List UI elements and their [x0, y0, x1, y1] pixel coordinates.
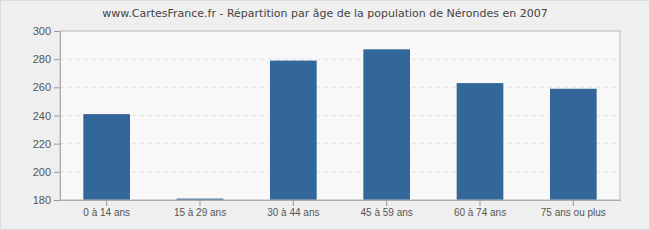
tick-mark — [54, 116, 60, 117]
plot: 180 200 220 240 260 280 300 0 à 14 ans 15 à 29 a… — [33, 25, 621, 218]
tick-mark — [54, 144, 60, 145]
grid — [60, 31, 620, 200]
tick-label: 0 à 14 ans — [83, 207, 130, 218]
tick-mark — [480, 200, 481, 206]
tick-mark — [293, 200, 294, 206]
tick-label: 15 à 29 ans — [174, 207, 226, 218]
bar — [457, 83, 504, 200]
x-tick: 75 ans ou plus — [541, 200, 606, 218]
background — [1, 1, 650, 230]
y-tick: 260 — [33, 81, 60, 93]
tick-label: 280 — [33, 53, 51, 65]
bars — [83, 49, 596, 200]
x-tick: 60 à 74 ans — [454, 200, 506, 218]
y-tick: 280 — [33, 53, 60, 65]
tick-label: 75 ans ou plus — [541, 207, 606, 218]
x-axis: 0 à 14 ans 15 à 29 ans 30 à 44 ans 45 à 59 … — [61, 200, 621, 218]
grid-line — [60, 115, 620, 116]
y-tick: 180 — [33, 194, 60, 206]
plot-frame — [60, 31, 620, 200]
tick-label: 45 à 59 ans — [361, 207, 413, 218]
y-tick: 300 — [33, 25, 60, 37]
y-tick: 240 — [33, 110, 60, 122]
tick-mark — [573, 200, 574, 206]
tick-label: 220 — [33, 138, 51, 150]
plot-area — [60, 31, 620, 200]
y-axis: 180 200 220 240 260 280 300 — [33, 25, 61, 206]
chart: www.CartesFrance.fr - Répartition par âg… — [0, 0, 650, 230]
tick-label: 60 à 74 ans — [454, 207, 506, 218]
grid-line — [60, 171, 620, 172]
tick-label: 30 à 44 ans — [267, 207, 319, 218]
x-tick: 45 à 59 ans — [361, 200, 413, 218]
tick-mark — [200, 200, 201, 206]
tick-mark — [54, 172, 60, 173]
bar — [363, 49, 410, 200]
tick-label: 260 — [33, 81, 51, 93]
tick-label: 180 — [33, 194, 51, 206]
grid-line — [60, 59, 620, 60]
bar — [550, 89, 597, 200]
x-tick: 30 à 44 ans — [267, 200, 319, 218]
x-tick: 15 à 29 ans — [174, 200, 226, 218]
bar — [270, 61, 317, 200]
tick-mark — [106, 200, 107, 206]
tick-label: 300 — [33, 25, 51, 37]
title: www.CartesFrance.fr - Répartition par âg… — [102, 7, 548, 20]
tick-mark — [54, 200, 60, 201]
y-tick: 200 — [33, 166, 60, 178]
tick-mark — [386, 200, 387, 206]
y-tick: 220 — [33, 138, 60, 150]
grid-line — [60, 87, 620, 88]
tick-label: 200 — [33, 166, 51, 178]
grid-line — [60, 143, 620, 144]
tick-mark — [54, 31, 60, 32]
tick-mark — [54, 59, 60, 60]
bar — [83, 114, 130, 200]
x-tick: 0 à 14 ans — [83, 200, 130, 218]
tick-label: 240 — [33, 110, 51, 122]
tick-mark — [54, 87, 60, 88]
